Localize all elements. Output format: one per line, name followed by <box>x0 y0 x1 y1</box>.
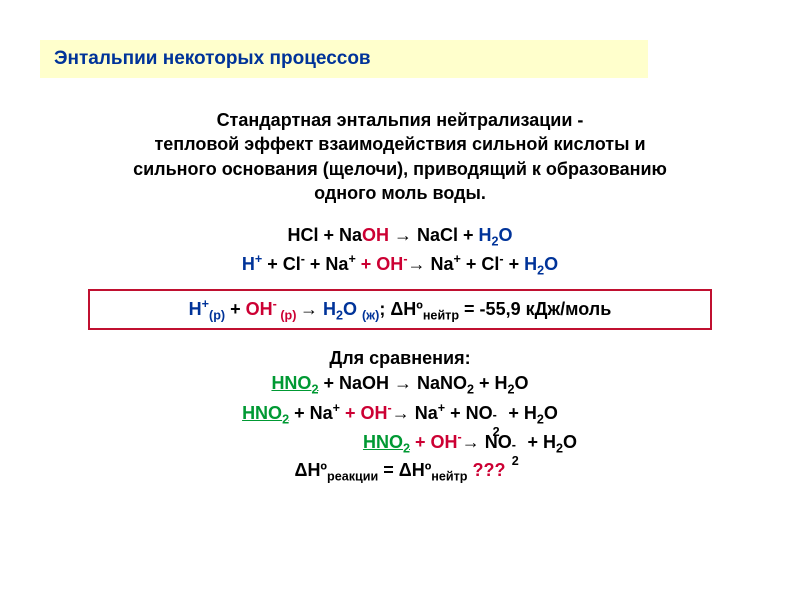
bx-liq: (ж) <box>362 308 379 322</box>
compare-eq-1: HNO2 + NaOH → NaNO2 + H2O <box>40 371 760 399</box>
eq1-o: O <box>499 225 513 245</box>
bx-sub: нейтр <box>423 308 459 322</box>
intro-line-1: Стандартная энтальпия нейтрализации - <box>217 110 584 130</box>
c2-plus: + H <box>503 403 537 423</box>
equation-2: H+ + Cl- + Na+ + OH-→ Na+ + Cl- + H2O <box>40 251 760 280</box>
compare-eq-2: HNO2 + Na+ + OH-→ Na+ + NO-2 + H2O <box>40 400 760 429</box>
c3-oh: + OH <box>410 432 458 452</box>
c3-o: O <box>563 432 577 452</box>
cmp-title-text: Для сравнения: <box>329 348 470 368</box>
bx-plus: + <box>225 299 246 319</box>
eq2-na: + Na <box>305 254 349 274</box>
bx-val: = -55,9 кДж/моль <box>459 299 611 319</box>
bx-semi: ; <box>379 299 390 319</box>
bx-p2: (р) <box>277 308 300 322</box>
c1-h2o: + H <box>474 373 508 393</box>
eq2-nap: + <box>348 252 355 266</box>
intro-line-2: тепловой эффект взаимодействия сильной к… <box>154 134 645 154</box>
intro-line-3: сильного основания (щелочи), приводящий … <box>133 159 667 179</box>
fl-s2: нейтр <box>431 470 467 484</box>
eq2-h: H <box>242 254 255 274</box>
compare-title: Для сравнения: <box>40 346 760 371</box>
c1-hno2: HNO <box>271 373 311 393</box>
fl-eq: = <box>378 460 399 480</box>
bx-o: O <box>343 299 362 319</box>
c2-oh: + OH <box>340 403 388 423</box>
bx-arr: → <box>300 299 323 319</box>
eq1-h: H <box>479 225 492 245</box>
equation-1: HCl + NaOH → NaCl + H2O <box>40 223 760 251</box>
eq1-oh: OH <box>362 225 389 245</box>
c1-naoh: + NaOH → NaNO <box>318 373 467 393</box>
c1-o: O <box>515 373 529 393</box>
bx-p1: (р) <box>209 308 225 322</box>
eq2-cl: + Cl <box>262 254 301 274</box>
eq2-oh: + OH <box>356 254 404 274</box>
compare-eq-3: HNO2 + OH-→ NO-2 + H2O <box>40 429 760 458</box>
eq2-o2: O <box>544 254 558 274</box>
fl-dh2: ΔHº <box>399 460 432 480</box>
fl-s1: реакции <box>327 470 378 484</box>
bx-h2: H <box>323 299 336 319</box>
eq2-p2: + <box>504 254 525 274</box>
c3-plus: + H <box>523 432 557 452</box>
intro-block: Стандартная энтальпия нейтрализации - те… <box>40 108 760 205</box>
fl-q: ??? <box>468 460 506 480</box>
title-text: Энтальпии некоторых процессов <box>54 48 371 69</box>
c2-no2: + NO <box>445 403 493 423</box>
c2-o: O <box>544 403 558 423</box>
c3-hno2: HNO <box>363 432 403 452</box>
c2-arr: → Na <box>392 403 438 423</box>
eq2-h2: H <box>524 254 537 274</box>
final-line: ΔHºреакции = ΔHºнейтр ??? <box>40 458 760 486</box>
eq1-a: HCl + Na <box>287 225 362 245</box>
bx-dh: ΔHº <box>390 299 423 319</box>
eq1-b: → NaCl + <box>389 225 479 245</box>
bx-h: H <box>189 299 202 319</box>
c2-na: + Na <box>289 403 333 423</box>
eq2-nap2: + <box>454 252 461 266</box>
c3-arr: → NO <box>462 432 512 452</box>
eq2-arr: → Na <box>408 254 454 274</box>
title-banner: Энтальпии некоторых процессов <box>40 40 648 78</box>
fl-dh1: ΔHº <box>295 460 328 480</box>
highlight-box: H+(р) + OH- (р) → H2O (ж); ΔHºнейтр = -5… <box>88 289 712 331</box>
c2-hno2: HNO <box>242 403 282 423</box>
intro-line-4: одного моль воды. <box>314 183 486 203</box>
eq2-cl2: + Cl <box>461 254 500 274</box>
bx-oh: OH <box>246 299 273 319</box>
